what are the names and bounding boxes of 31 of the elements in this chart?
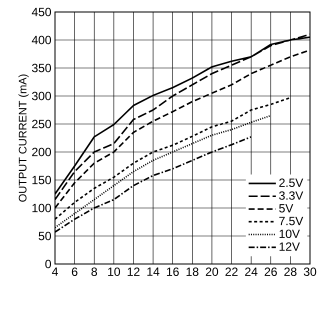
- x-tick-label: 6: [72, 268, 78, 276]
- legend-label: 2.5V: [279, 178, 304, 187]
- y-tick-label: 300: [32, 92, 52, 100]
- y-tick-label: 250: [32, 120, 52, 128]
- legend-label: 7.5V: [279, 216, 304, 226]
- y-tick-label: 0: [45, 260, 52, 268]
- legend-label: 10V: [280, 230, 300, 238]
- y-tick-label: 350: [32, 64, 52, 72]
- x-tick-label: 4: [52, 268, 58, 276]
- x-tick-label: 14: [147, 268, 160, 276]
- x-tick-label: 12: [128, 268, 140, 276]
- x-tick-label: 22: [225, 268, 238, 276]
- legend-label: 3.3V: [279, 191, 304, 200]
- x-tick-label: 30: [304, 268, 316, 276]
- y-tick-label: 100: [32, 204, 52, 212]
- x-tick-label: 18: [186, 268, 198, 276]
- y-tick-label: 400: [32, 36, 52, 44]
- x-tick-label: 8: [91, 268, 98, 276]
- y-axis-title: OUTPUT CURRENT (mA): [18, 74, 29, 202]
- legend-label: 12V: [280, 242, 300, 251]
- x-tick-label: 20: [206, 268, 218, 276]
- y-tick-label: 450: [32, 8, 52, 16]
- x-tick-label: 24: [245, 268, 258, 276]
- y-tick-label: 50: [38, 232, 52, 240]
- x-tick-label: 10: [108, 268, 120, 276]
- x-tick-label: 26: [264, 268, 277, 276]
- y-tick-label: 200: [32, 148, 52, 156]
- x-tick-label: 16: [166, 268, 179, 276]
- x-tick-label: 28: [284, 268, 297, 276]
- legend-label: 5V: [279, 204, 294, 212]
- y-tick-label: 150: [32, 176, 52, 184]
